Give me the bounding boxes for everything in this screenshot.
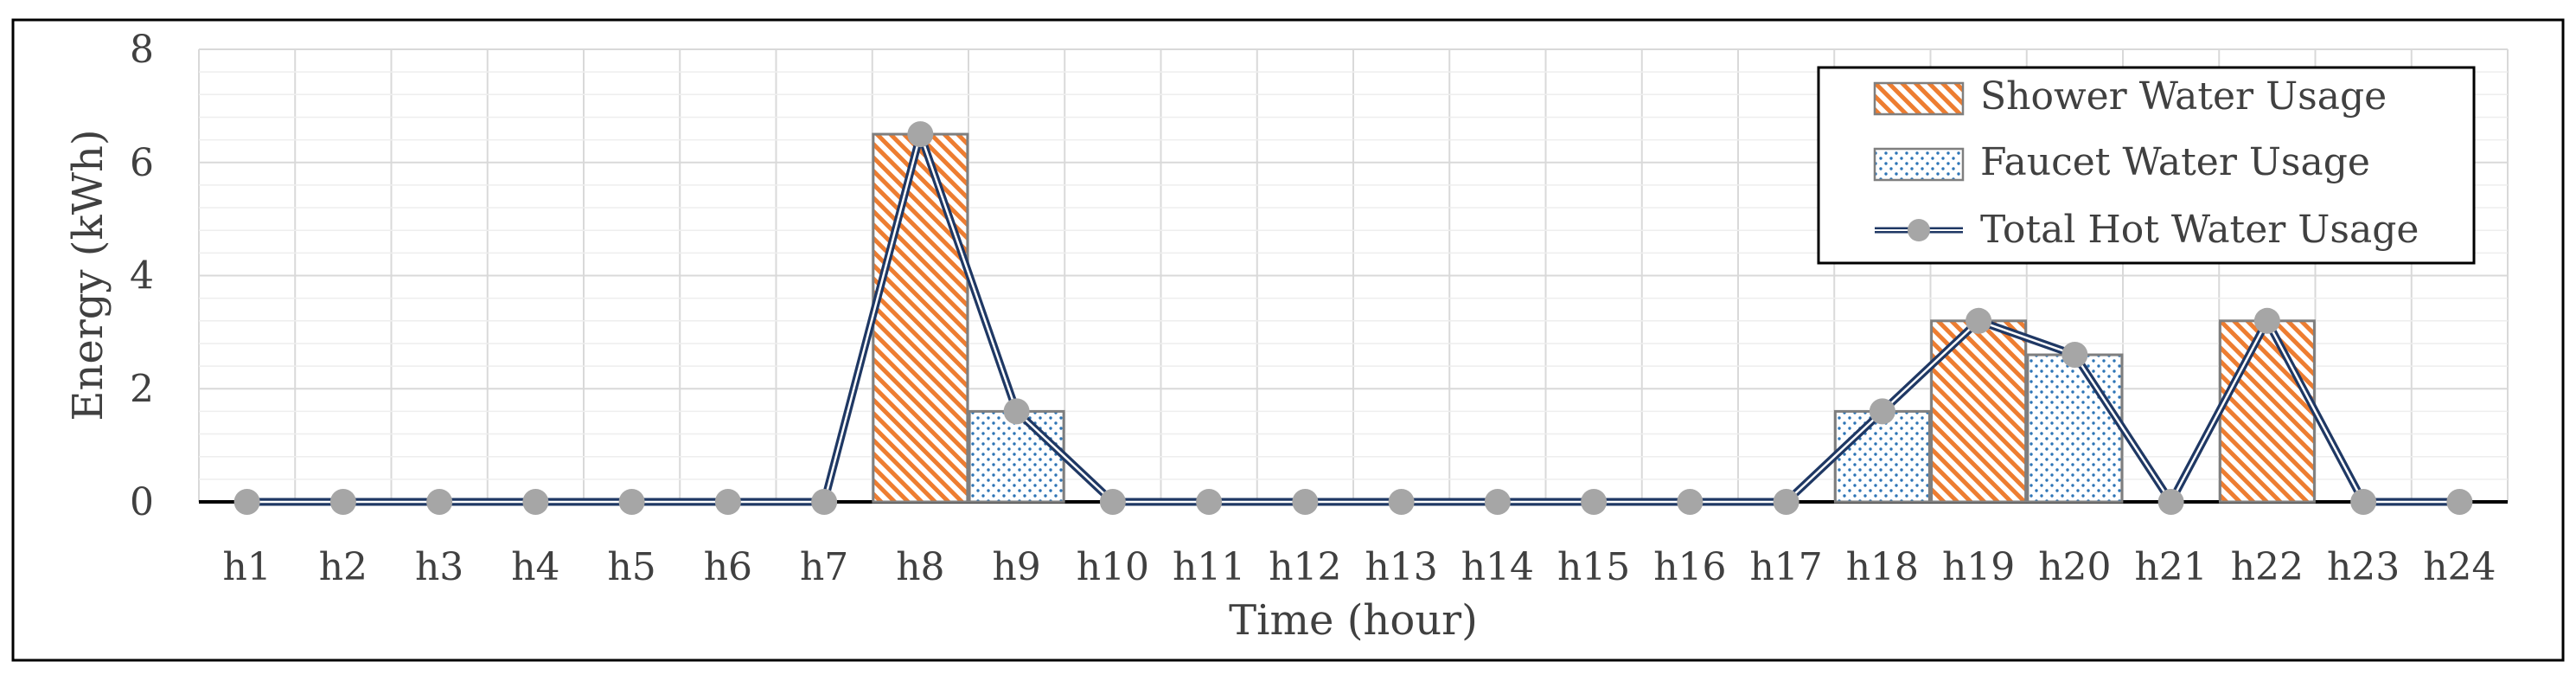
y-tick-label: 8 [130, 28, 154, 72]
legend-label-shower: Shower Water Usage [1980, 74, 2387, 119]
x-tick-label: h14 [1461, 545, 1534, 589]
total-point-h21 [2157, 489, 2184, 515]
grid [198, 48, 2509, 504]
legend-label-faucet: Faucet Water Usage [1980, 140, 2370, 184]
series-markers [233, 121, 2473, 515]
x-tick-label: h22 [2231, 545, 2304, 589]
x-tick-label: h7 [800, 545, 848, 589]
x-tick-label: h24 [2423, 545, 2496, 589]
total-point-h4 [522, 489, 549, 515]
bar-faucet-h20 [2026, 353, 2124, 504]
total-point-h1 [233, 489, 260, 515]
x-tick-label: h6 [704, 545, 752, 589]
x-tick-label: h18 [1846, 545, 1919, 589]
total-point-h22 [2253, 307, 2280, 334]
total-point-h16 [1677, 489, 1703, 515]
total-point-h3 [426, 489, 453, 515]
y-tick-label: 0 [130, 480, 154, 524]
x-tick-label: h16 [1653, 545, 1726, 589]
bar-faucet-h9 [968, 409, 1065, 504]
total-point-h10 [1099, 489, 1126, 515]
x-tick-label: h8 [896, 545, 944, 589]
legend-swatch-shower [1873, 81, 1965, 116]
total-point-h6 [714, 489, 741, 515]
x-tick-labels: h1 h2 h3 h4 h5 h6 h7 h8 h9 h10 h11 h12 h13 h14 h15 h16 h… [222, 545, 2496, 589]
legend-label-total: Total Hot Water Usage [1980, 208, 2419, 252]
total-point-h12 [1292, 489, 1319, 515]
x-tick-label: h21 [2134, 545, 2207, 589]
legend-marker-total [1908, 219, 1930, 241]
x-tick-label: h9 [992, 545, 1040, 589]
bar-shower-h8 [872, 132, 969, 504]
total-line-inner [246, 132, 2460, 504]
y-tick-label: 4 [130, 254, 154, 299]
y-tick-labels: 0 2 4 6 8 [130, 28, 154, 524]
y-tick-label: 6 [130, 141, 154, 185]
total-point-h13 [1388, 489, 1415, 515]
total-point-h20 [2061, 342, 2088, 369]
total-point-h9 [1003, 398, 1030, 425]
x-tick-label: h20 [2038, 545, 2111, 589]
x-tick-label: h19 [1942, 545, 2015, 589]
total-point-h5 [618, 489, 645, 515]
x-tick-label: h13 [1365, 545, 1437, 589]
bar-faucet-h18 [1833, 409, 1931, 504]
total-point-h14 [1484, 489, 1511, 515]
x-tick-label: h2 [319, 545, 368, 589]
y-axis-label: Energy (kWh) [64, 129, 112, 421]
total-point-h15 [1581, 489, 1608, 515]
legend-swatch-faucet [1873, 147, 1965, 182]
x-tick-label: h1 [222, 545, 271, 589]
total-point-h8 [907, 121, 934, 148]
total-point-h2 [329, 489, 356, 515]
total-point-h24 [2446, 489, 2473, 515]
x-tick-label: h12 [1269, 545, 1341, 589]
x-tick-label: h3 [415, 545, 463, 589]
total-point-h7 [811, 489, 838, 515]
x-tick-label: h10 [1077, 545, 1149, 589]
series-line [246, 130, 2460, 506]
x-tick-label: h17 [1749, 545, 1822, 589]
x-tick-label: h4 [511, 545, 559, 589]
total-point-h23 [2350, 489, 2377, 515]
x-tick-label: h23 [2327, 545, 2400, 589]
x-tick-label: h15 [1557, 545, 1630, 589]
total-point-h18 [1869, 398, 1895, 425]
x-axis-label: Time (hour) [1229, 596, 1478, 645]
x-tick-label: h11 [1173, 545, 1245, 589]
y-tick-label: 2 [130, 367, 154, 411]
x-tick-label: h5 [607, 545, 655, 589]
bar-shower-h22 [2218, 319, 2316, 504]
total-point-h17 [1773, 489, 1799, 515]
legend: Shower Water Usage Faucet Water Usage To… [1817, 66, 2476, 265]
total-point-h11 [1196, 489, 1223, 515]
total-point-h19 [1966, 307, 1992, 334]
